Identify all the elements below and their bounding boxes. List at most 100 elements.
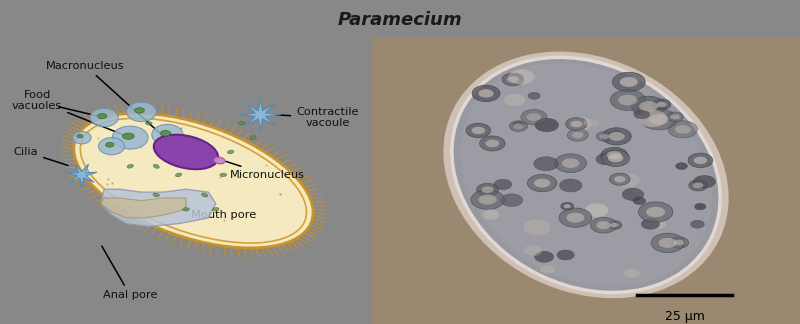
- Ellipse shape: [146, 122, 152, 125]
- Ellipse shape: [73, 131, 91, 144]
- Ellipse shape: [614, 176, 626, 182]
- Ellipse shape: [602, 128, 631, 145]
- Ellipse shape: [220, 173, 226, 177]
- Ellipse shape: [608, 154, 623, 162]
- Ellipse shape: [559, 179, 582, 192]
- Ellipse shape: [690, 220, 704, 228]
- Ellipse shape: [479, 136, 505, 151]
- Ellipse shape: [585, 203, 609, 217]
- Ellipse shape: [651, 233, 684, 253]
- Ellipse shape: [566, 213, 584, 223]
- Polygon shape: [240, 99, 281, 131]
- Ellipse shape: [570, 121, 582, 127]
- Ellipse shape: [670, 237, 689, 248]
- Ellipse shape: [689, 180, 708, 191]
- Ellipse shape: [584, 118, 599, 127]
- Ellipse shape: [676, 163, 687, 169]
- Ellipse shape: [557, 250, 574, 260]
- Ellipse shape: [509, 69, 535, 85]
- Ellipse shape: [534, 251, 554, 262]
- Ellipse shape: [649, 114, 669, 125]
- Ellipse shape: [562, 158, 579, 168]
- Ellipse shape: [227, 150, 234, 154]
- Ellipse shape: [514, 123, 523, 129]
- Ellipse shape: [452, 57, 720, 293]
- Ellipse shape: [127, 164, 134, 168]
- Ellipse shape: [688, 153, 713, 168]
- Ellipse shape: [674, 240, 684, 246]
- Ellipse shape: [623, 268, 640, 278]
- Ellipse shape: [694, 203, 706, 210]
- Text: Cilia: Cilia: [14, 147, 68, 166]
- Ellipse shape: [134, 108, 144, 113]
- Ellipse shape: [98, 138, 125, 155]
- Polygon shape: [101, 198, 186, 218]
- Ellipse shape: [534, 157, 558, 171]
- Ellipse shape: [657, 102, 666, 107]
- Ellipse shape: [161, 131, 170, 136]
- Ellipse shape: [482, 186, 494, 193]
- Ellipse shape: [693, 182, 703, 188]
- Ellipse shape: [535, 118, 558, 132]
- Polygon shape: [66, 164, 97, 187]
- Polygon shape: [101, 189, 216, 226]
- Ellipse shape: [607, 221, 622, 229]
- Ellipse shape: [658, 238, 677, 248]
- Ellipse shape: [675, 125, 691, 134]
- Ellipse shape: [502, 73, 524, 86]
- Ellipse shape: [90, 108, 118, 127]
- Ellipse shape: [513, 122, 523, 127]
- Ellipse shape: [631, 96, 666, 117]
- Ellipse shape: [638, 110, 667, 127]
- Ellipse shape: [77, 134, 83, 138]
- Ellipse shape: [641, 109, 677, 130]
- Ellipse shape: [526, 113, 541, 121]
- Ellipse shape: [618, 95, 638, 105]
- Ellipse shape: [638, 202, 673, 222]
- Ellipse shape: [152, 124, 183, 145]
- Ellipse shape: [471, 190, 504, 209]
- Ellipse shape: [202, 193, 208, 197]
- Ellipse shape: [614, 173, 640, 188]
- Ellipse shape: [540, 265, 555, 274]
- Ellipse shape: [596, 154, 616, 165]
- Ellipse shape: [477, 183, 498, 196]
- Ellipse shape: [213, 207, 219, 211]
- Ellipse shape: [559, 208, 592, 227]
- Ellipse shape: [153, 164, 159, 168]
- Ellipse shape: [494, 179, 512, 190]
- Ellipse shape: [694, 176, 715, 188]
- Ellipse shape: [182, 208, 190, 211]
- Ellipse shape: [214, 157, 225, 164]
- Ellipse shape: [443, 52, 729, 298]
- Text: Paramecium: Paramecium: [338, 11, 462, 29]
- Ellipse shape: [610, 130, 624, 139]
- Text: Micronucleus: Micronucleus: [226, 161, 306, 180]
- Ellipse shape: [620, 77, 638, 87]
- Ellipse shape: [471, 127, 485, 134]
- Ellipse shape: [601, 147, 628, 163]
- Ellipse shape: [202, 165, 208, 168]
- Ellipse shape: [478, 89, 494, 98]
- Ellipse shape: [590, 217, 617, 233]
- Ellipse shape: [523, 219, 551, 236]
- Ellipse shape: [521, 110, 547, 125]
- Ellipse shape: [472, 85, 500, 102]
- Text: Mouth pore: Mouth pore: [186, 209, 256, 220]
- Ellipse shape: [250, 135, 256, 140]
- Ellipse shape: [600, 134, 609, 139]
- Ellipse shape: [482, 210, 500, 220]
- Ellipse shape: [566, 118, 587, 130]
- Ellipse shape: [668, 121, 698, 138]
- Ellipse shape: [175, 173, 182, 177]
- Ellipse shape: [653, 99, 670, 110]
- Ellipse shape: [666, 112, 683, 122]
- Ellipse shape: [460, 63, 712, 287]
- Ellipse shape: [602, 150, 630, 167]
- Ellipse shape: [527, 174, 557, 192]
- Ellipse shape: [74, 113, 313, 248]
- Ellipse shape: [501, 194, 522, 207]
- Ellipse shape: [238, 122, 245, 125]
- Ellipse shape: [554, 154, 586, 173]
- Ellipse shape: [632, 188, 644, 195]
